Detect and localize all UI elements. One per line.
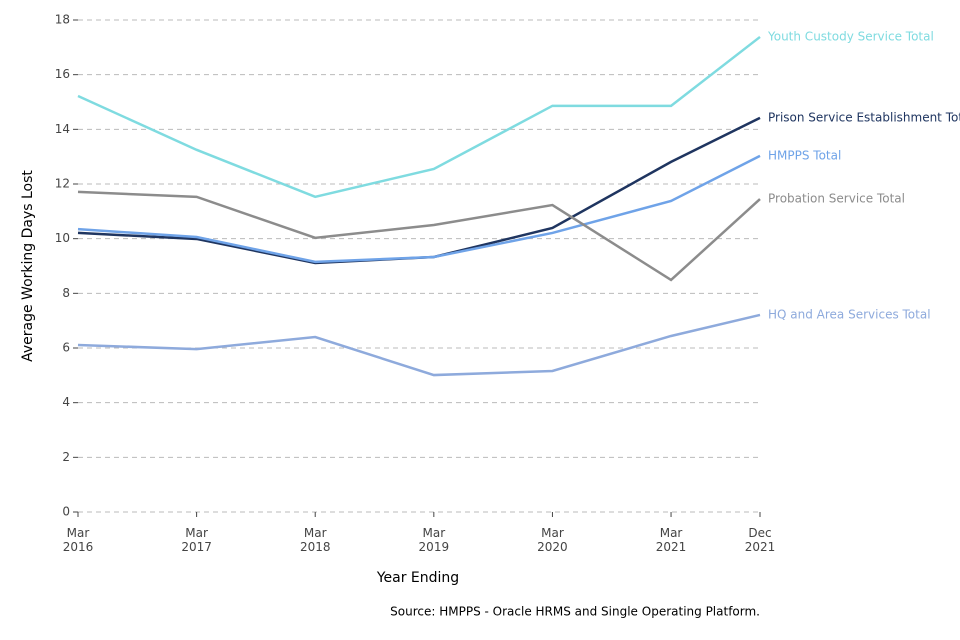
series-label: Prison Service Establishment Total — [768, 110, 960, 124]
source-note: Source: HMPPS - Oracle HRMS and Single O… — [390, 605, 760, 619]
series-label: Youth Custody Service Total — [767, 29, 934, 43]
y-tick-label: 12 — [55, 177, 70, 191]
y-tick-label: 18 — [55, 13, 70, 27]
line-series — [77, 190, 761, 282]
y-tick-label: 10 — [55, 231, 70, 245]
y-tick-label: 16 — [55, 67, 70, 81]
line-series — [77, 313, 761, 377]
series-label: HQ and Area Services Total — [768, 307, 931, 321]
x-tick-label: Mar 2017 — [181, 526, 212, 554]
y-tick-label: 14 — [55, 122, 70, 136]
y-tick-label: 8 — [62, 286, 70, 300]
x-tick-label: Mar 2020 — [537, 526, 568, 554]
x-tick-label: Mar 2021 — [656, 526, 687, 554]
y-tick-label: 0 — [62, 505, 70, 519]
x-tick-label: Mar 2019 — [419, 526, 450, 554]
line-series — [77, 35, 761, 199]
series-label: Probation Service Total — [768, 192, 905, 206]
line-series — [77, 116, 761, 265]
y-tick-label: 2 — [62, 450, 70, 464]
line-series — [77, 154, 761, 264]
y-axis-title: Average Working Days Lost — [20, 170, 36, 362]
x-tick-label: Dec 2021 — [745, 526, 776, 554]
y-tick-label: 4 — [62, 395, 70, 409]
y-tick-label: 6 — [62, 341, 70, 355]
series-label: HMPPS Total — [768, 148, 841, 162]
x-tick-label: Mar 2016 — [63, 526, 94, 554]
x-tick-label: Mar 2018 — [300, 526, 331, 554]
x-axis-title: Year Ending — [376, 570, 459, 586]
